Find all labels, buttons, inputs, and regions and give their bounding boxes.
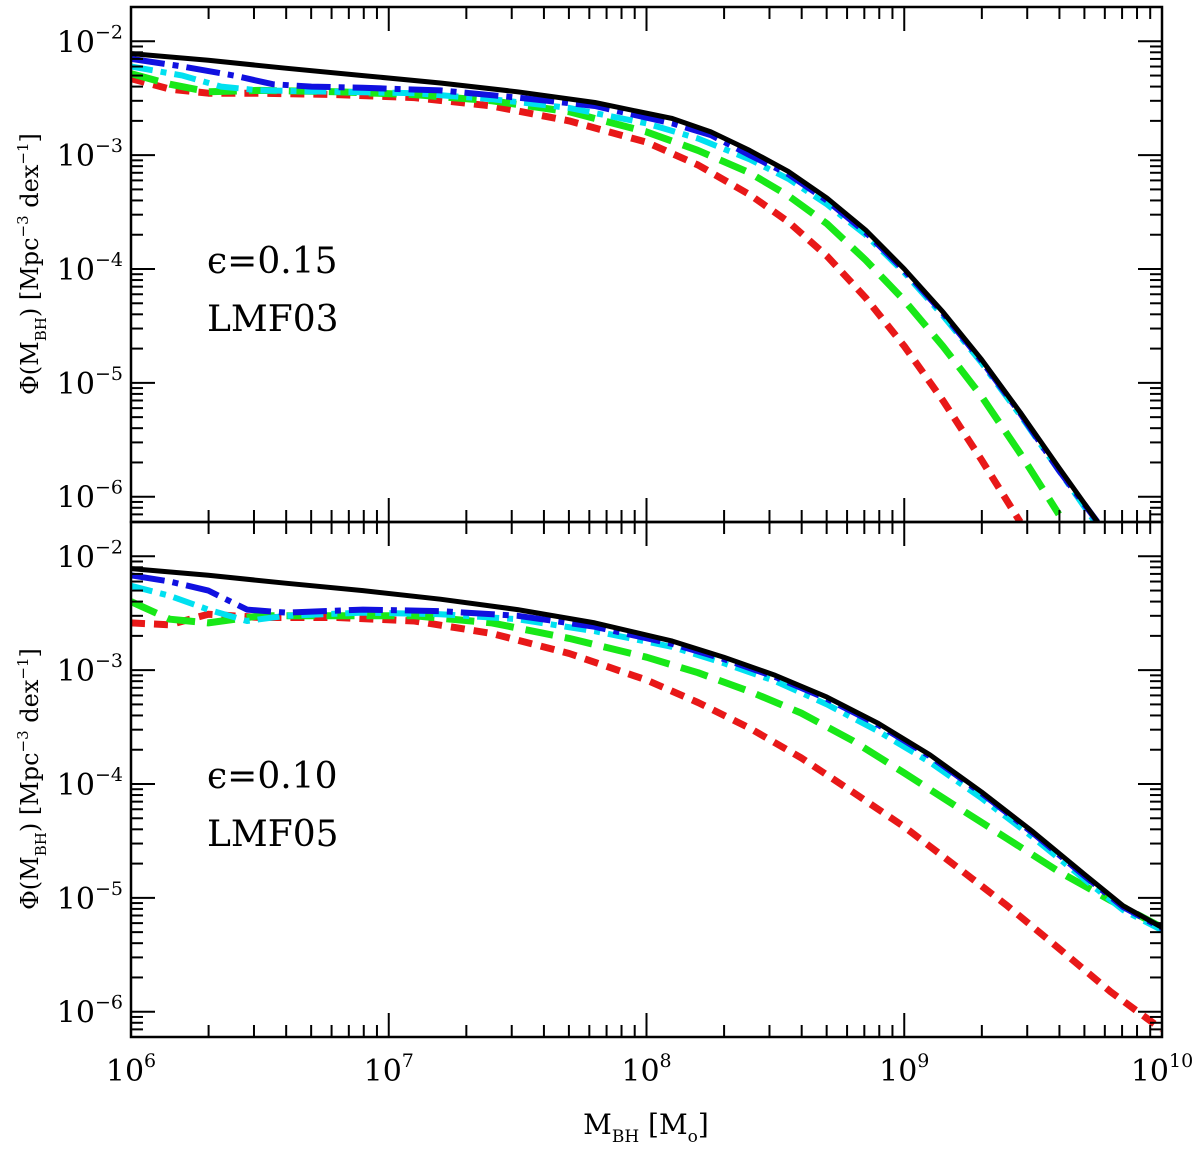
x-axis-label: MBH [Mo] xyxy=(583,1108,709,1147)
bottom-panel-ticks xyxy=(130,521,1162,1038)
bottom-panel-curves xyxy=(131,566,1162,1033)
top-y-tick-label: 10−2 xyxy=(57,21,123,60)
bottom-y-tick-label: 10−3 xyxy=(57,650,123,689)
bottom-y-tick-label: 10−5 xyxy=(57,878,123,917)
top-series-black xyxy=(131,51,1100,522)
bottom-y-tick-label: 10−6 xyxy=(57,992,123,1031)
bottom-series-black xyxy=(131,566,1162,930)
top-panel-tick-labels: 10−2 10−3 10−4 10−5 10−6 xyxy=(57,21,123,515)
x-tick-label: 1010 xyxy=(1131,1050,1193,1089)
bottom-series-green xyxy=(131,598,1162,931)
bottom-ylabel: Φ(MBH) [Mpc−3 dex−1] xyxy=(14,648,50,910)
x-tick-label: 109 xyxy=(879,1050,929,1089)
top-y-tick-label: 10−4 xyxy=(57,249,123,288)
bottom-y-tick-label: 10−2 xyxy=(57,536,123,575)
bottom-y-tick-label: 10−4 xyxy=(57,764,123,803)
bottom-series-cyan xyxy=(131,582,1162,933)
top-panel-ticks xyxy=(130,6,1162,523)
x-tick-label: 108 xyxy=(621,1050,671,1089)
top-panel-curves xyxy=(131,51,1100,522)
bottom-panel-tick-labels: 10−2 10−3 10−4 10−5 10−6 106 107 108 109 1010 xyxy=(57,536,1193,1089)
top-ylabel: Φ(MBH) [Mpc−3 dex−1] xyxy=(14,133,50,395)
bottom-panel: 10−2 10−3 10−4 10−5 10−6 106 107 108 109 1010 ϵ=0… xyxy=(14,520,1193,1147)
top-annotation-lmf: LMF03 xyxy=(207,299,339,340)
top-y-tick-label: 10−3 xyxy=(57,135,123,174)
x-tick-label: 106 xyxy=(106,1050,156,1089)
top-series-green xyxy=(131,70,1062,517)
top-y-tick-label: 10−6 xyxy=(57,477,123,516)
bottom-series-red xyxy=(131,610,1162,1033)
bottom-annotation-epsilon: ϵ=0.10 xyxy=(207,756,337,797)
top-annotation-epsilon: ϵ=0.15 xyxy=(207,241,337,282)
bottom-panel-frame xyxy=(129,520,1164,1039)
top-y-tick-label: 10−5 xyxy=(57,363,123,402)
bottom-annotation-lmf: LMF05 xyxy=(207,814,339,855)
x-tick-label: 107 xyxy=(364,1050,414,1089)
